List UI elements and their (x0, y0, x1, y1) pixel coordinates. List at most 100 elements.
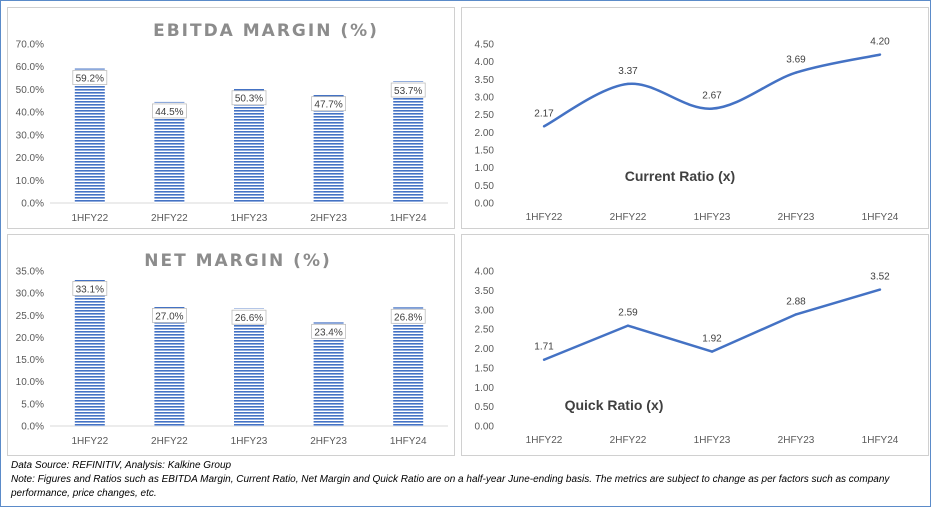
bar-2hfy22 (154, 101, 185, 203)
data-label-box (151, 308, 187, 323)
y-tick-label: 10.0% (16, 377, 44, 388)
bar-2hfy23 (313, 94, 344, 203)
y-tick-label: 1.00 (475, 383, 495, 394)
y-tick-label: 20.0% (16, 153, 44, 164)
y-tick-label: 0.00 (475, 199, 495, 210)
y-tick-label: 3.00 (475, 93, 495, 104)
data-label-box (390, 82, 426, 98)
x-tick-label: 1HFY22 (526, 212, 563, 223)
bar-1hfy22 (74, 68, 105, 203)
data-label-box (231, 90, 267, 106)
data-label: 27.0% (155, 311, 183, 322)
data-label: 23.4% (314, 327, 342, 338)
y-tick-label: 20.0% (16, 333, 44, 344)
data-point (626, 82, 630, 86)
bar-1hfy24 (393, 307, 424, 426)
bar-2hfy22 (154, 306, 185, 426)
x-tick-label: 1HFY22 (526, 435, 563, 446)
data-label: 47.7% (314, 100, 342, 111)
net-margin-chart: NET MARGIN (%) 0.0% 5.0% 10.0% 15.0% 20.0% 25.… (16, 251, 448, 447)
x-tick-label: 2HFY22 (610, 212, 647, 223)
figure-footer: Data Source: REFINITIV, Analysis: Kalkin… (11, 459, 921, 501)
data-label: 50.3% (235, 94, 263, 105)
data-point (794, 313, 798, 316)
x-tick-label: 1HFY22 (71, 213, 108, 224)
chart-title: Current Ratio (x) (625, 168, 735, 184)
x-tick-label: 1HFY22 (71, 436, 108, 447)
y-tick-label: 0.00 (475, 422, 495, 433)
y-tick-label: 1.50 (475, 146, 495, 157)
data-label: 1.71 (534, 342, 554, 353)
data-label: 3.37 (618, 66, 638, 77)
data-label: 26.8% (394, 312, 422, 323)
data-label-box (72, 70, 108, 85)
y-tick-label: 35.0% (16, 267, 44, 278)
quick-ratio-panel: 0.00 0.50 1.00 1.50 2.00 2.50 3.00 3.50 4.00 1.71… (461, 234, 929, 456)
data-label: 2.67 (702, 91, 722, 102)
bar-2hfy23 (313, 322, 344, 426)
x-tick-label: 2HFY23 (310, 436, 347, 447)
data-label: 33.1% (76, 284, 104, 295)
y-tick-label: 0.0% (21, 199, 44, 210)
bar-1hfy22 (74, 279, 105, 426)
quick-ratio-chart: 0.00 0.50 1.00 1.50 2.00 2.50 3.00 3.50 4.00 1.71… (475, 267, 899, 447)
y-tick-label: 15.0% (16, 355, 44, 366)
y-tick-label: 0.0% (21, 422, 44, 433)
data-label: 3.69 (786, 55, 806, 66)
current-ratio-chart: 0.00 0.50 1.00 1.50 2.00 2.50 3.00 3.50 4.00 4.50… (475, 37, 899, 223)
data-label-box (311, 96, 347, 112)
y-tick-label: 30.0% (16, 289, 44, 300)
x-tick-label: 1HFY23 (231, 213, 268, 224)
x-tick-label: 2HFY22 (151, 213, 188, 224)
bar-1hfy23 (234, 308, 264, 426)
data-label-box (72, 281, 108, 296)
data-label: 2.17 (534, 108, 554, 119)
ebitda-margin-chart: EBITDA MARGIN (%) 0.0% 10.0% 20.0% 30.0% 40.0… (16, 21, 448, 224)
y-tick-label: 1.00 (475, 163, 495, 174)
x-tick-label: 1HFY24 (862, 435, 899, 446)
ebitda-margin-panel: EBITDA MARGIN (%) 0.0% 10.0% 20.0% 30.0% 40.0… (7, 7, 455, 229)
y-tick-label: 4.00 (475, 57, 495, 68)
y-tick-label: 0.50 (475, 181, 495, 192)
data-point (794, 71, 798, 74)
data-point (626, 324, 630, 327)
y-tick-label: 50.0% (16, 85, 44, 96)
chart-title: Quick Ratio (x) (565, 397, 664, 413)
x-tick-label: 1HFY23 (231, 436, 268, 447)
y-tick-label: 4.50 (475, 40, 495, 51)
chart-title: EBITDA MARGIN (%) (153, 21, 379, 41)
y-tick-label: 0.50 (475, 402, 495, 413)
current-ratio-panel: 0.00 0.50 1.00 1.50 2.00 2.50 3.00 3.50 4.00 4.50… (461, 7, 929, 229)
chart-title: NET MARGIN (%) (144, 251, 332, 271)
y-tick-label: 60.0% (16, 62, 44, 73)
x-tick-label: 2HFY22 (151, 436, 188, 447)
x-tick-label: 1HFY23 (694, 435, 731, 446)
y-tick-label: 3.00 (475, 305, 495, 316)
net-margin-panel: NET MARGIN (%) 0.0% 5.0% 10.0% 15.0% 20.0% 25.… (7, 234, 455, 456)
y-tick-label: 3.50 (475, 286, 495, 297)
data-label-box (311, 323, 347, 339)
x-tick-label: 2HFY22 (610, 435, 647, 446)
data-label: 2.88 (786, 296, 806, 307)
x-tick-label: 1HFY24 (390, 213, 427, 224)
data-point (710, 350, 714, 353)
x-tick-label: 2HFY23 (778, 435, 815, 446)
bar-1hfy24 (393, 81, 424, 203)
x-tick-label: 1HFY24 (862, 212, 899, 223)
y-tick-label: 10.0% (16, 176, 44, 187)
data-label-box (390, 308, 426, 324)
y-tick-label: 1.50 (475, 363, 495, 374)
data-source-note: Data Source: REFINITIV, Analysis: Kalkin… (11, 460, 232, 471)
data-label: 1.92 (702, 334, 722, 345)
x-tick-label: 1HFY23 (694, 212, 731, 223)
data-label: 53.7% (394, 86, 422, 97)
y-tick-label: 70.0% (16, 40, 44, 51)
y-tick-label: 30.0% (16, 130, 44, 141)
y-tick-label: 40.0% (16, 108, 44, 119)
x-tick-label: 1HFY24 (390, 436, 427, 447)
y-tick-label: 2.50 (475, 325, 495, 336)
y-tick-label: 5.0% (21, 399, 44, 410)
data-label: 44.5% (155, 107, 183, 118)
y-tick-label: 2.00 (475, 344, 495, 355)
